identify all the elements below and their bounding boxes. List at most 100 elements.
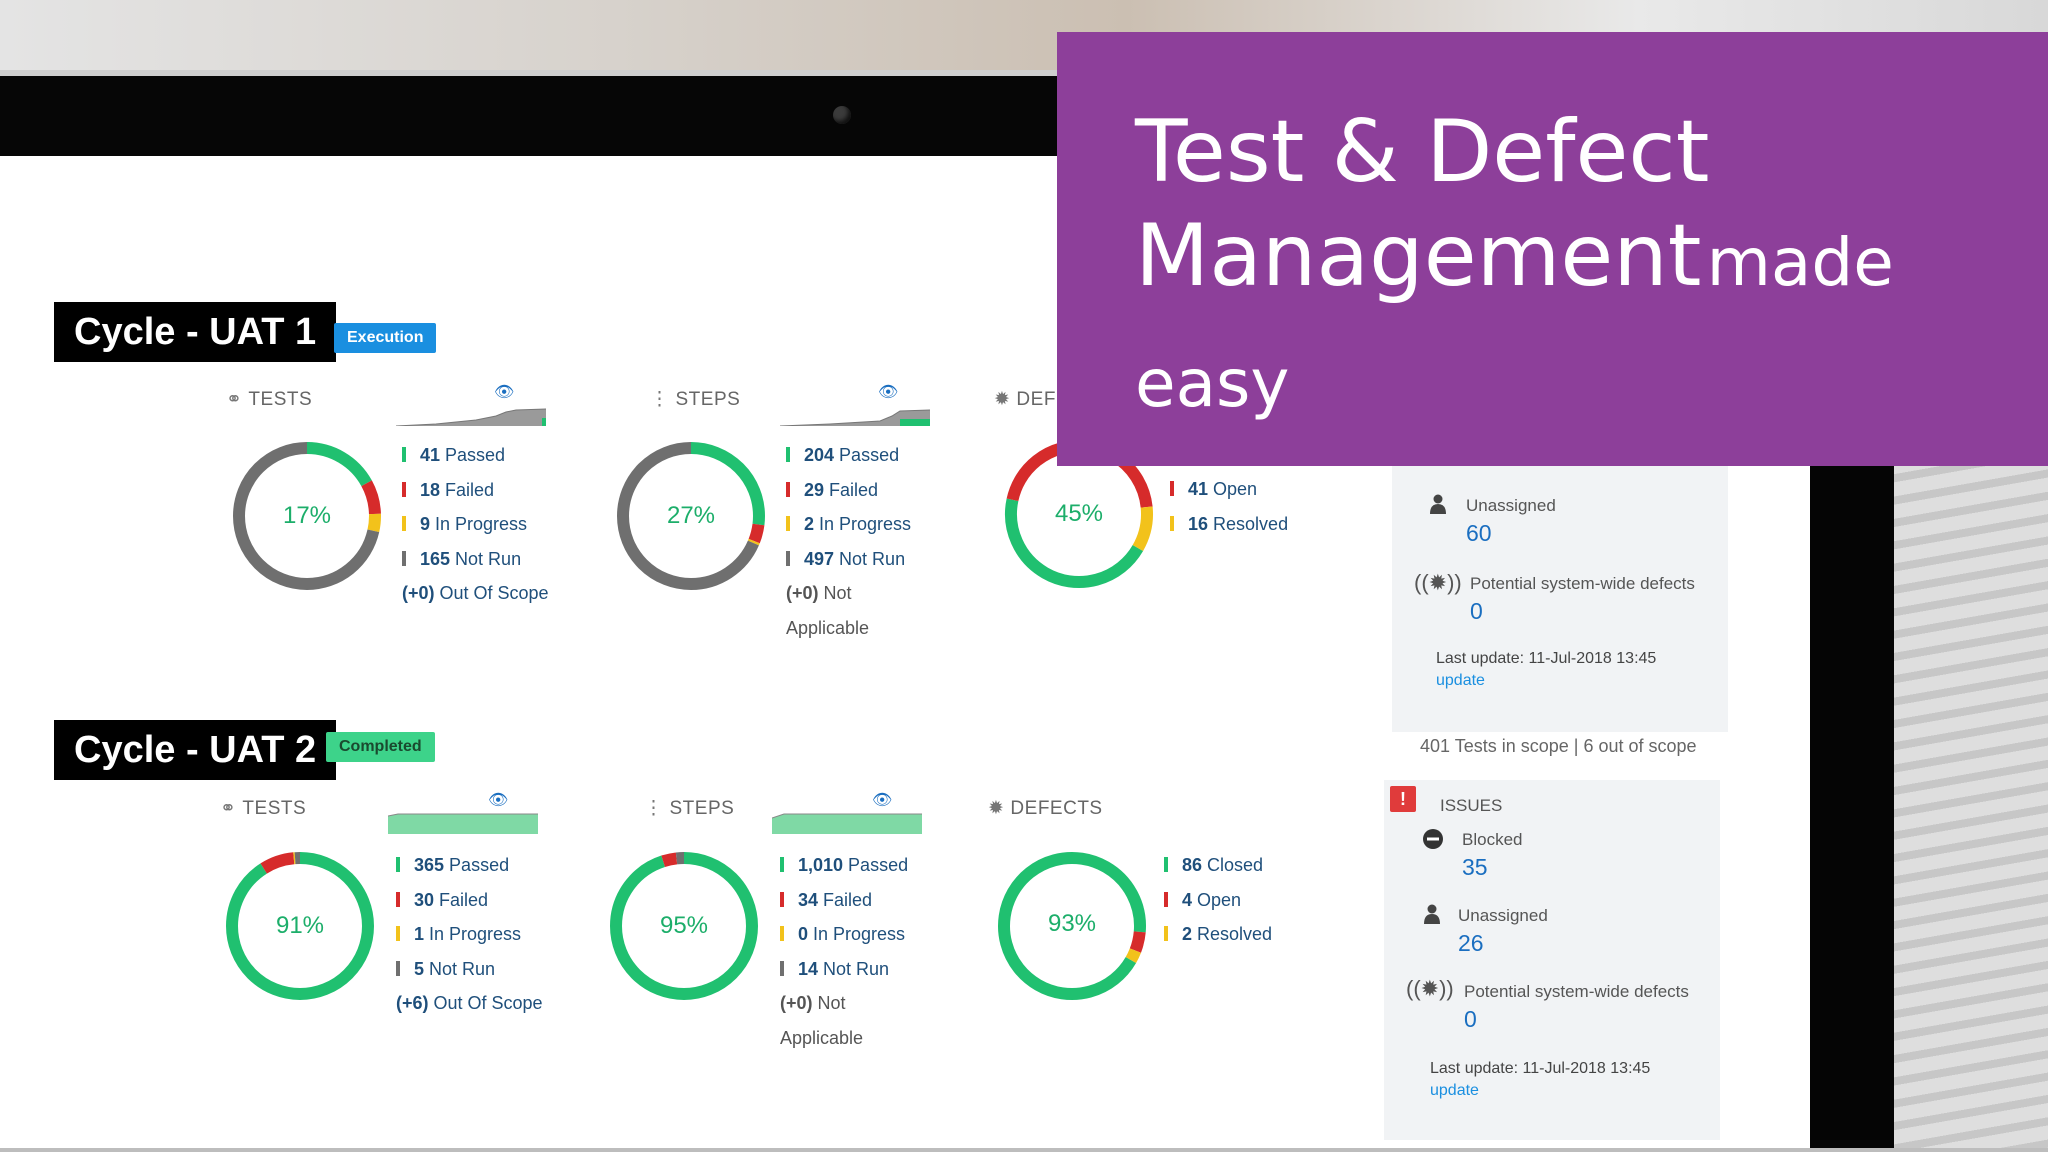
- legend-swatch: [786, 516, 790, 531]
- legend-count: 204: [804, 445, 835, 465]
- legend-item[interactable]: 0 In Progress: [780, 917, 908, 952]
- legend-item[interactable]: 30 Failed: [396, 883, 543, 918]
- legend-label: In Progress: [814, 514, 912, 534]
- legend-item[interactable]: 29 Failed: [786, 473, 911, 508]
- legend-label: In Progress: [808, 924, 906, 944]
- donut-segment-in-progress: [998, 852, 1146, 1000]
- legend-extra[interactable]: (+6) Out Of Scope: [396, 986, 543, 1021]
- eye-icon[interactable]: 👁: [872, 792, 893, 809]
- legend-swatch: [402, 550, 406, 566]
- legend-count: 14: [798, 958, 819, 979]
- legend-item[interactable]: 41 Open: [1170, 472, 1288, 507]
- potential-defects-count[interactable]: 0: [1470, 598, 1483, 624]
- unassigned-count[interactable]: 60: [1466, 520, 1492, 546]
- eye-icon[interactable]: 👁: [494, 384, 515, 401]
- legend-swatch: [396, 960, 400, 976]
- legend-item[interactable]: 9 In Progress: [402, 507, 549, 542]
- tests-header: ⚭ TESTS: [226, 389, 313, 410]
- unassigned-count[interactable]: 26: [1458, 930, 1484, 956]
- steps-header: ⋮ STEPS: [644, 798, 735, 819]
- legend-item[interactable]: 18 Failed: [402, 473, 549, 508]
- legend-label: Open: [1208, 479, 1258, 499]
- broadcast-bug-icon: ((✹)): [1414, 570, 1462, 595]
- legend-item[interactable]: 5 Not Run: [396, 952, 543, 987]
- status-badge: Completed: [326, 732, 435, 762]
- legend-extra[interactable]: (+0) Not: [780, 986, 908, 1021]
- tests-sparkline: [396, 408, 546, 426]
- legend-count: 18: [420, 479, 441, 500]
- overlay-headline: Test & Defect Management made easy: [1135, 100, 2015, 436]
- legend-count: 30: [414, 889, 435, 910]
- tests-sparkline: [388, 813, 538, 834]
- legend-extra[interactable]: (+0) Out Of Scope: [402, 576, 549, 611]
- legend-item[interactable]: 2 Resolved: [1164, 917, 1272, 952]
- legend-swatch: [396, 926, 400, 941]
- donut-segment-not-run: [610, 852, 758, 1000]
- legend-count: 5: [414, 958, 425, 979]
- list-icon: ⋮: [644, 798, 664, 819]
- legend-item[interactable]: 1,010 Passed: [780, 848, 908, 883]
- legend-item[interactable]: 497 Not Run: [786, 542, 911, 577]
- legend-item[interactable]: 4 Open: [1164, 883, 1272, 918]
- tests-donut: [233, 442, 381, 590]
- issues-panel: ! ISSUES Blocked 35 Unassigned 26 ((✹)) …: [1384, 780, 1720, 1140]
- legend-item[interactable]: 365 Passed: [396, 848, 543, 883]
- update-link[interactable]: update: [1430, 1082, 1479, 1099]
- donut-segment-not-run: [617, 442, 765, 590]
- last-update: Last update: 11-Jul-2018 13:45: [1436, 650, 1657, 667]
- legend-label: Open: [1192, 889, 1242, 910]
- legend-label: Not Run: [424, 958, 496, 979]
- blocked-count[interactable]: 35: [1462, 854, 1488, 880]
- legend-label: In Progress: [424, 924, 522, 944]
- issues-panel: Unassigned 60 ((✹)) Potential system-wid…: [1392, 466, 1728, 732]
- update-link[interactable]: update: [1436, 672, 1485, 689]
- legend-swatch: [1164, 857, 1168, 872]
- blocked-icon: [1423, 829, 1443, 849]
- tests-percent: 91%: [275, 912, 325, 939]
- legend-swatch: [1170, 481, 1174, 496]
- bug-icon: ✹: [994, 389, 1011, 410]
- legend-label: Passed: [440, 445, 506, 465]
- legend-swatch: [786, 481, 790, 497]
- eye-icon[interactable]: 👁: [488, 792, 509, 809]
- legend-label: In Progress: [430, 514, 528, 534]
- legend-count: 16: [1188, 513, 1209, 534]
- legend-swatch: [780, 857, 784, 872]
- steps-donut: [610, 852, 758, 1000]
- unassigned-label: Unassigned: [1466, 496, 1556, 515]
- donut-segment-in-progress: [1005, 440, 1153, 588]
- legend-item[interactable]: 2 In Progress: [786, 507, 911, 542]
- legend-item[interactable]: 1 In Progress: [396, 917, 543, 952]
- steps-donut: [617, 442, 765, 590]
- monitor-bezel-right: [1810, 460, 1894, 1152]
- legend-swatch: [1164, 926, 1168, 941]
- eye-icon[interactable]: 👁: [878, 384, 899, 401]
- legend-item[interactable]: 86 Closed: [1164, 848, 1272, 883]
- status-badge: Execution: [334, 323, 437, 353]
- steps-header: ⋮ STEPS: [650, 389, 741, 410]
- legend-swatch: [1170, 515, 1174, 531]
- legend-item[interactable]: 165 Not Run: [402, 542, 549, 577]
- legend-extra-label-2: Applicable: [780, 1027, 864, 1048]
- defects-legend: 41 Open 16 Resolved: [1170, 472, 1288, 541]
- legend-swatch: [780, 960, 784, 976]
- legend-swatch: [402, 447, 406, 462]
- legend-count: 29: [804, 479, 825, 500]
- screen-bottom-edge: [0, 1148, 2048, 1152]
- legend-item[interactable]: 41 Passed: [402, 438, 549, 473]
- legend-item[interactable]: 34 Failed: [780, 883, 908, 918]
- overlay-line-3: easy: [1135, 345, 1290, 422]
- legend-extra-count: (+0): [402, 583, 435, 603]
- scope-summary: 401 Tests in scope | 6 out of scope: [1420, 736, 1697, 756]
- legend-extra-count: (+0): [786, 583, 819, 603]
- user-icon: [1430, 494, 1446, 514]
- legend-count: 2: [804, 514, 815, 534]
- legend-extra[interactable]: (+0) Not: [786, 576, 911, 611]
- legend-item[interactable]: 16 Resolved: [1170, 507, 1288, 542]
- legend-label: Not Run: [450, 548, 522, 569]
- list-icon: ⋮: [650, 389, 670, 410]
- legend-item[interactable]: 14 Not Run: [780, 952, 908, 987]
- legend-label: Not Run: [834, 548, 906, 569]
- legend-item[interactable]: 204 Passed: [786, 438, 911, 473]
- potential-defects-count[interactable]: 0: [1464, 1006, 1477, 1032]
